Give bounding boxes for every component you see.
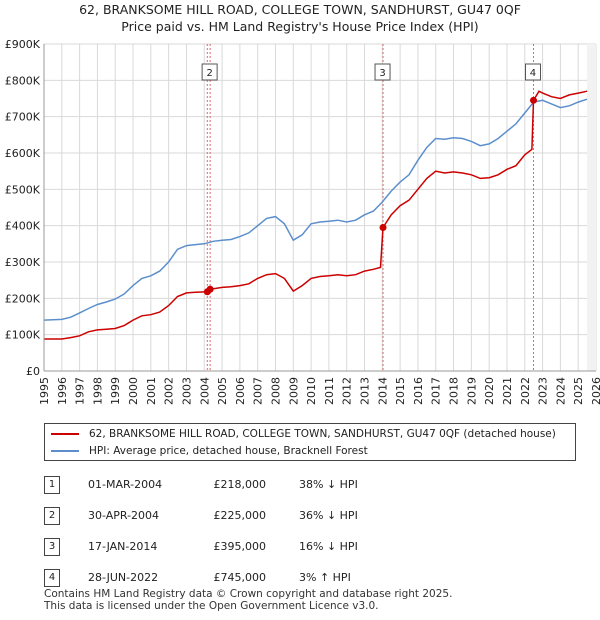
x-tick-label: 2024 <box>554 377 567 405</box>
x-tick-label: 2016 <box>412 377 425 405</box>
x-tick-label: 2011 <box>323 377 336 405</box>
transaction-hpi-diff: 38% ↓ HPI <box>299 478 358 491</box>
x-tick-label: 2017 <box>430 377 443 405</box>
x-tick-label: 2026 <box>590 377 600 405</box>
x-tick-label: 2019 <box>465 377 478 405</box>
transaction-label-number: 4 <box>530 68 536 79</box>
transaction-price: £745,000 <box>213 571 267 584</box>
legend-item-hpi: HPI: Average price, detached house, Brac… <box>51 443 368 459</box>
legend-item-property: 62, BRANKSOME HILL ROAD, COLLEGE TOWN, S… <box>51 426 556 442</box>
y-tick-label: £600K <box>5 147 41 160</box>
transaction-number: 3 <box>44 538 60 556</box>
y-tick-label: £500K <box>5 183 41 196</box>
series-line-hpi <box>43 98 588 321</box>
x-tick-label: 2012 <box>341 377 354 405</box>
price-chart: 62, BRANKSOME HILL ROAD, COLLEGE TOWN, S… <box>5 2 600 405</box>
x-tick-label: 2002 <box>163 377 176 405</box>
transaction-label-box <box>374 63 391 81</box>
footer-note: Contains HM Land Registry data © Crown c… <box>44 588 452 612</box>
y-tick-label: £700K <box>5 111 41 124</box>
chart-subtitle: Price paid vs. HM Land Registry's House … <box>121 19 478 34</box>
x-tick-label: 2013 <box>359 377 372 405</box>
legend-label-property: 62, BRANKSOME HILL ROAD, COLLEGE TOWN, S… <box>89 428 556 440</box>
footer-line-licence: This data is licensed under the Open Gov… <box>44 600 379 612</box>
transaction-row: 1 01-MAR-2004 £218,000 38% ↓ HPI <box>44 476 584 494</box>
transaction-price: £395,000 <box>213 540 267 553</box>
legend-swatch-hpi <box>51 450 79 452</box>
x-tick-label: 2004 <box>198 377 211 405</box>
x-tick-label: 2022 <box>519 377 532 405</box>
transaction-number: 1 <box>44 476 60 494</box>
x-tick-label: 2007 <box>252 377 265 405</box>
y-tick-label: £100K <box>5 329 41 342</box>
x-tick-label: 2008 <box>269 377 282 405</box>
y-tick-label: £200K <box>5 292 41 305</box>
x-tick-label: 2018 <box>448 377 461 405</box>
footer-line-copyright: Contains HM Land Registry data © Crown c… <box>44 588 453 600</box>
legend-label-hpi: HPI: Average price, detached house, Brac… <box>89 445 368 457</box>
y-tick-label: £900K <box>5 38 41 51</box>
transaction-row: 2 30-APR-2004 £225,000 36% ↓ HPI <box>44 507 584 525</box>
transaction-label-box <box>201 63 218 81</box>
transaction-price: £225,000 <box>213 509 267 522</box>
transaction-number: 4 <box>44 569 60 587</box>
x-tick-label: 2023 <box>537 377 550 405</box>
transaction-row: 4 28-JUN-2022 £745,000 3% ↑ HPI <box>44 569 584 587</box>
transaction-hpi-diff: 36% ↓ HPI <box>299 509 358 522</box>
x-tick-label: 1997 <box>74 377 87 405</box>
x-tick-label: 2015 <box>394 377 407 405</box>
x-tick-label: 2000 <box>127 377 140 405</box>
forecast-shade <box>587 44 596 371</box>
series-line-property <box>44 90 588 340</box>
transaction-number: 2 <box>44 507 60 525</box>
transaction-label-number: 2 <box>206 68 212 79</box>
x-tick-label: 1995 <box>38 377 51 405</box>
x-tick-label: 2025 <box>572 377 585 405</box>
x-tick-label: 1999 <box>109 377 122 405</box>
chart-legend: 62, BRANKSOME HILL ROAD, COLLEGE TOWN, S… <box>44 423 576 461</box>
chart-title: 62, BRANKSOME HILL ROAD, COLLEGE TOWN, S… <box>79 2 521 17</box>
legend-swatch-property <box>51 433 79 435</box>
transaction-price: £218,000 <box>213 478 267 491</box>
x-tick-label: 2009 <box>287 377 300 405</box>
x-tick-label: 2006 <box>234 377 247 405</box>
transaction-label-box <box>524 63 541 81</box>
y-tick-label: £400K <box>5 220 41 233</box>
x-tick-label: 1998 <box>91 377 104 405</box>
x-tick-label: 2003 <box>180 377 193 405</box>
transaction-hpi-diff: 3% ↑ HPI <box>299 571 351 584</box>
x-tick-label: 2020 <box>483 377 496 405</box>
x-tick-label: 2001 <box>145 377 158 405</box>
transaction-hpi-diff: 16% ↓ HPI <box>299 540 358 553</box>
transaction-date: 01-MAR-2004 <box>88 478 163 491</box>
sale-point <box>206 285 214 293</box>
y-tick-label: £300K <box>5 256 41 269</box>
x-tick-label: 1996 <box>56 377 69 405</box>
plot-area <box>44 44 596 371</box>
transaction-date: 17-JAN-2014 <box>88 540 158 553</box>
x-tick-label: 2010 <box>305 377 318 405</box>
transaction-label-number: 3 <box>379 68 385 79</box>
transaction-row: 3 17-JAN-2014 £395,000 16% ↓ HPI <box>44 538 584 556</box>
x-tick-label: 2021 <box>501 377 514 405</box>
sale-point <box>529 96 537 104</box>
transaction-date: 30-APR-2004 <box>88 509 160 522</box>
x-tick-label: 2014 <box>376 377 389 405</box>
x-tick-label: 2005 <box>216 377 229 405</box>
sale-point <box>379 223 387 231</box>
transaction-date: 28-JUN-2022 <box>88 571 159 584</box>
y-tick-label: £0 <box>26 365 40 378</box>
y-tick-label: £800K <box>5 74 41 87</box>
